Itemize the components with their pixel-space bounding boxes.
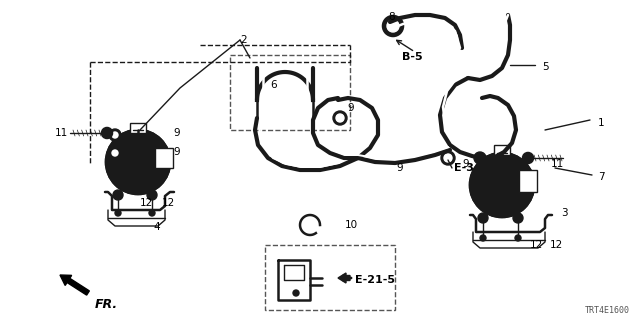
Circle shape bbox=[515, 235, 521, 241]
Text: 2: 2 bbox=[240, 35, 246, 45]
FancyArrow shape bbox=[338, 273, 350, 283]
Circle shape bbox=[523, 153, 533, 163]
Bar bbox=[130, 123, 146, 133]
Bar bbox=[519, 170, 537, 192]
Text: 12: 12 bbox=[140, 198, 153, 208]
Circle shape bbox=[147, 190, 157, 200]
Text: B-5: B-5 bbox=[402, 52, 422, 62]
Circle shape bbox=[470, 153, 534, 217]
Circle shape bbox=[102, 128, 112, 138]
Text: 6: 6 bbox=[270, 80, 276, 90]
Text: 4: 4 bbox=[153, 222, 159, 232]
Circle shape bbox=[494, 177, 510, 193]
Circle shape bbox=[333, 111, 347, 125]
Text: FR.: FR. bbox=[95, 298, 118, 311]
Bar bbox=[230, 55, 350, 130]
Circle shape bbox=[130, 154, 146, 170]
Text: 8: 8 bbox=[388, 12, 395, 22]
Circle shape bbox=[293, 290, 299, 296]
Circle shape bbox=[109, 129, 121, 141]
FancyArrow shape bbox=[60, 275, 90, 295]
Circle shape bbox=[109, 147, 121, 159]
Circle shape bbox=[112, 150, 118, 156]
Circle shape bbox=[112, 132, 118, 138]
Circle shape bbox=[115, 210, 121, 216]
Bar bbox=[155, 148, 173, 168]
Text: 9: 9 bbox=[462, 159, 468, 169]
Text: 7: 7 bbox=[598, 172, 605, 182]
Text: 9: 9 bbox=[396, 163, 403, 173]
Text: 9: 9 bbox=[173, 147, 180, 157]
Circle shape bbox=[149, 210, 155, 216]
Text: TRT4E1600: TRT4E1600 bbox=[585, 306, 630, 315]
Text: 9: 9 bbox=[173, 128, 180, 138]
Circle shape bbox=[387, 20, 399, 32]
Circle shape bbox=[383, 16, 403, 36]
Text: E-21-5: E-21-5 bbox=[355, 275, 395, 285]
Text: 1: 1 bbox=[598, 118, 605, 128]
Text: 5: 5 bbox=[542, 62, 548, 72]
Text: 9: 9 bbox=[347, 103, 354, 113]
Text: 11: 11 bbox=[55, 128, 68, 138]
Circle shape bbox=[106, 130, 170, 194]
Circle shape bbox=[113, 190, 123, 200]
Text: 11: 11 bbox=[551, 159, 564, 169]
Circle shape bbox=[336, 114, 344, 122]
Text: E-3: E-3 bbox=[454, 163, 474, 173]
Circle shape bbox=[441, 151, 455, 165]
Circle shape bbox=[478, 213, 488, 223]
Text: 12: 12 bbox=[162, 198, 175, 208]
Text: 3: 3 bbox=[561, 208, 568, 218]
Circle shape bbox=[474, 152, 486, 164]
Text: 12: 12 bbox=[550, 240, 563, 250]
Text: 10: 10 bbox=[345, 220, 358, 230]
Circle shape bbox=[480, 235, 486, 241]
Bar bbox=[494, 145, 510, 155]
Bar bbox=[265, 245, 395, 310]
Circle shape bbox=[513, 213, 523, 223]
Text: 12: 12 bbox=[530, 240, 543, 250]
Circle shape bbox=[444, 154, 452, 162]
